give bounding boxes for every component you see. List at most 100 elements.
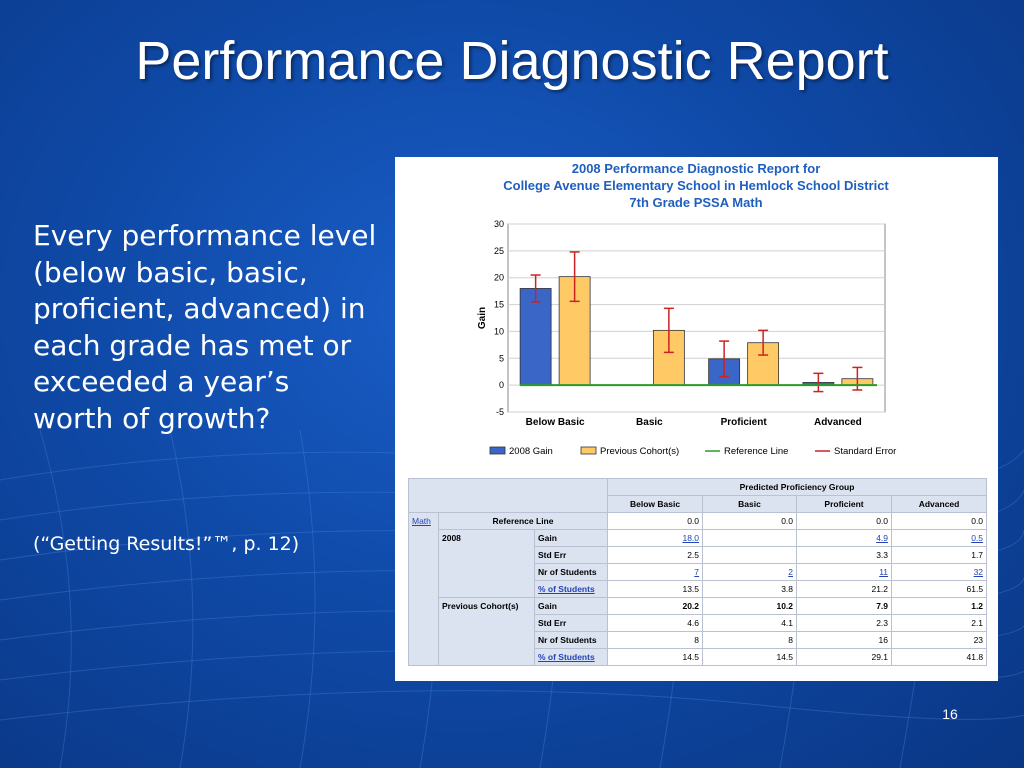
value-cell: 8	[702, 631, 798, 649]
row-label: Gain	[533, 597, 609, 615]
value-cell[interactable]: 32	[891, 563, 988, 581]
value-cell: 41.8	[891, 648, 988, 666]
y-tick-label: 20	[494, 273, 504, 283]
table-link[interactable]: 0.5	[971, 533, 984, 543]
error-bar	[719, 340, 730, 378]
chart-title-line-1: 2008 Performance Diagnostic Report for	[572, 161, 821, 176]
y-tick-label: 15	[494, 300, 504, 310]
table-corner	[407, 478, 609, 513]
x-category-label: Proficient	[721, 417, 768, 428]
row-label: Nr of Students	[533, 631, 609, 649]
value-cell[interactable]: 11	[796, 563, 893, 581]
value-cell: 4.1	[702, 614, 798, 632]
chart-title-line-3: 7th Grade PSSA Math	[629, 195, 762, 210]
row-label: Gain	[533, 529, 609, 547]
table-link[interactable]: 4.9	[876, 533, 889, 543]
value-cell: 1.7	[891, 546, 988, 564]
value-cell	[702, 546, 798, 564]
value-cell: 13.5	[607, 580, 704, 598]
value-cell: 1.2	[891, 597, 988, 615]
y-tick-label: 30	[494, 219, 504, 229]
x-category-label: Below Basic	[526, 417, 585, 428]
row-label[interactable]: % of Students	[533, 648, 609, 666]
error-bar	[663, 307, 674, 354]
value-cell: 3.8	[702, 580, 798, 598]
y-tick-label: -5	[496, 407, 504, 417]
x-category-label: Advanced	[814, 417, 862, 428]
value-cell: 61.5	[891, 580, 988, 598]
y-tick-label: 10	[494, 326, 504, 336]
x-category-label: Basic	[636, 417, 663, 428]
value-cell[interactable]: 7	[607, 563, 704, 581]
row-label: Nr of Students	[533, 563, 609, 581]
slide-title: Performance Diagnostic Report	[135, 31, 889, 91]
legend-label: Standard Error	[834, 446, 896, 457]
value-cell: 3.3	[796, 546, 893, 564]
table-link[interactable]: 7	[694, 567, 700, 577]
table-row: Previous Cohort(s) Gain 20.2 10.2 7.9 1.2	[409, 597, 988, 666]
reference-value: 0.0	[891, 512, 988, 530]
value-cell: 2.3	[796, 614, 893, 632]
value-cell[interactable]: 0.5	[891, 529, 988, 547]
value-cell: 2.1	[891, 614, 988, 632]
chart-title-line-2: College Avenue Elementary School in Heml…	[503, 178, 889, 193]
reference-label: Reference Line	[437, 512, 609, 530]
legend-label: Reference Line	[724, 446, 788, 457]
value-cell: 2.5	[607, 546, 704, 564]
table-link[interactable]: 2	[788, 567, 794, 577]
table-link[interactable]: 11	[879, 567, 889, 577]
column-header: Basic	[702, 495, 798, 513]
reference-value: 0.0	[796, 512, 893, 530]
y-tick-label: 5	[499, 353, 504, 363]
group-header: Predicted Proficiency Group	[607, 478, 988, 496]
value-cell[interactable]: 2	[702, 563, 798, 581]
table-link[interactable]: % of Students	[538, 584, 595, 594]
table-header-row: Predicted Proficiency Group	[407, 478, 988, 513]
subject-link[interactable]: Math	[408, 512, 439, 666]
page-number: 16	[942, 706, 958, 722]
table-link[interactable]: Math	[412, 516, 431, 526]
row-label[interactable]: % of Students	[533, 580, 609, 598]
row-label: Std Err	[533, 546, 609, 564]
value-cell: 10.2	[702, 597, 798, 615]
value-cell[interactable]: 18.0	[607, 529, 704, 547]
table-link[interactable]: % of Students	[538, 652, 595, 662]
table-row: Std Err 4.6 4.1 2.3 2.1	[409, 614, 988, 632]
group-label: 2008	[438, 529, 535, 598]
y-tick-label: 0	[499, 380, 504, 390]
value-cell: 14.5	[607, 648, 704, 666]
value-cell: 14.5	[702, 648, 798, 666]
legend-swatch	[489, 446, 506, 455]
table-row: Std Err 2.5 3.3 1.7	[409, 546, 988, 564]
error-bar	[569, 251, 580, 303]
value-cell: 21.2	[796, 580, 893, 598]
value-cell	[702, 529, 798, 547]
y-axis-label: Gain	[477, 307, 488, 329]
value-cell[interactable]: 4.9	[796, 529, 893, 547]
table-link[interactable]: 32	[973, 567, 984, 577]
row-label: Std Err	[533, 614, 609, 632]
bar	[519, 288, 552, 386]
group-label: Previous Cohort(s)	[438, 597, 535, 666]
value-cell: 8	[607, 631, 704, 649]
legend-swatch	[580, 446, 597, 455]
value-cell: 23	[891, 631, 988, 649]
citation: (“Getting Results!”™, p. 12)	[33, 533, 300, 555]
column-header: Proficient	[796, 495, 893, 513]
body-text: Every performance level (below basic, ba…	[33, 219, 377, 435]
y-tick-label: 25	[494, 246, 504, 256]
value-cell: 16	[796, 631, 893, 649]
column-header: Below Basic	[607, 495, 704, 513]
table-row: % of Students 14.5 14.5 29.1 41.8	[409, 648, 988, 666]
report-panel: 2008 Performance Diagnostic Report for C…	[395, 157, 998, 681]
value-cell: 29.1	[796, 648, 893, 666]
value-cell: 20.2	[607, 597, 704, 615]
value-cell: 4.6	[607, 614, 704, 632]
error-bar	[852, 366, 863, 391]
reference-row: Math Reference Line 0.0 0.0 0.0 0.0	[408, 512, 988, 666]
error-bar	[813, 372, 824, 393]
table-link[interactable]: 18.0	[682, 533, 700, 543]
proficiency-table: Predicted Proficiency Group Below Basic Ba…	[407, 478, 988, 666]
column-header: Advanced	[891, 495, 988, 513]
reference-value: 0.0	[607, 512, 704, 530]
